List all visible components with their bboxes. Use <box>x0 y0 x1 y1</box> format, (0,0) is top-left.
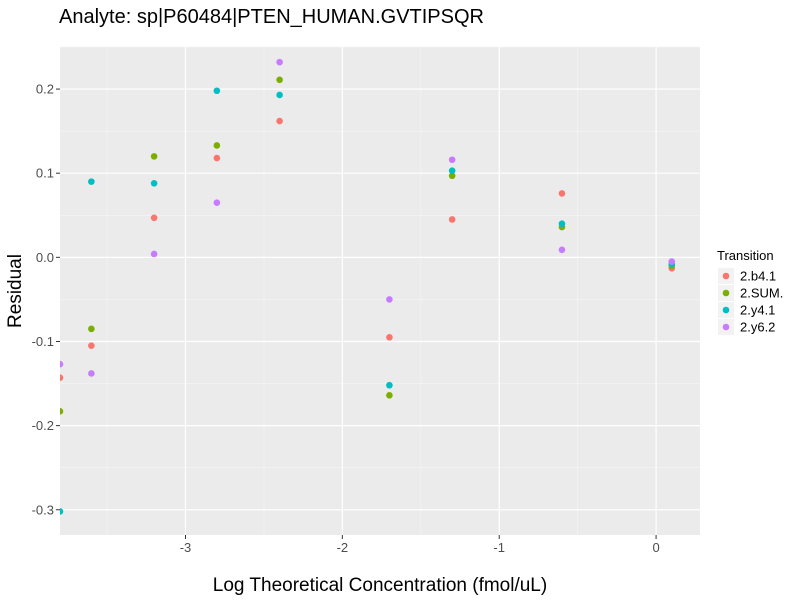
x-tick-label: -1 <box>493 540 505 555</box>
legend-key <box>722 289 730 297</box>
y-tick-label: 0.2 <box>36 82 54 97</box>
data-point-2-b4-1 <box>60 374 64 381</box>
legend-key <box>722 306 730 314</box>
data-point-2-y4-1 <box>60 508 64 515</box>
y-tick-label: 0.1 <box>36 166 54 181</box>
data-point-2-y4-1 <box>558 220 566 227</box>
x-tick-label: 0 <box>652 540 659 555</box>
y-tick-label: -0.2 <box>32 418 54 433</box>
x-tick-label: -3 <box>180 540 192 555</box>
legend: Transition 2.b4.1 2.SUM. 2.y4.1 2.y6.2 <box>717 248 783 335</box>
data-point-2-b4-1 <box>213 154 221 162</box>
data-point-2-y4-1 <box>276 91 283 99</box>
data-points <box>60 58 676 515</box>
data-point-2-y4-1 <box>150 180 158 187</box>
y-tick-label: -0.3 <box>32 502 54 517</box>
y-tick-label: 0.0 <box>36 250 54 265</box>
data-point-2-b4-1 <box>276 117 283 125</box>
data-point-2-y6-2 <box>386 296 393 303</box>
data-point-2-y6-2 <box>558 246 566 254</box>
data-point-2-SUM <box>213 142 221 149</box>
data-point-2-b4-1 <box>386 333 393 341</box>
chart-title: Analyte: sp|P60484|PTEN_HUMAN.GVTIPSQR <box>59 6 484 28</box>
x-axis-title: Log Theoretical Concentration (fmol/uL) <box>213 575 547 596</box>
data-point-2-SUM <box>276 76 283 84</box>
data-point-2-y4-1 <box>386 381 393 389</box>
legend-label: 2.y6.2 <box>740 320 775 335</box>
legend-key <box>722 323 730 331</box>
data-point-2-y6-2 <box>60 360 64 368</box>
minor-gridlines <box>60 46 700 535</box>
data-point-2-y6-2 <box>213 199 221 206</box>
major-gridlines <box>60 47 700 535</box>
data-point-2-y4-1 <box>213 87 221 95</box>
data-point-2-SUM <box>386 392 393 399</box>
plot-panel <box>60 46 700 535</box>
legend-title: Transition <box>717 248 774 263</box>
data-point-2-y6-2 <box>276 58 283 66</box>
legend-key <box>722 272 730 280</box>
x-axis: -3 -2 -1 0 <box>180 535 660 555</box>
data-point-2-SUM <box>88 325 95 333</box>
data-point-2-y6-2 <box>448 156 456 164</box>
legend-label: 2.SUM. <box>740 286 783 301</box>
data-point-2-y6-2 <box>88 370 95 377</box>
data-point-2-SUM <box>448 172 456 180</box>
data-point-2-SUM <box>150 153 158 160</box>
y-tick-label: -0.1 <box>32 334 54 349</box>
data-point-2-y6-2 <box>668 258 676 265</box>
x-tick-label: -2 <box>337 540 349 555</box>
data-point-2-b4-1 <box>448 216 456 223</box>
data-point-2-b4-1 <box>150 214 158 222</box>
data-point-2-SUM <box>60 408 64 415</box>
data-point-2-b4-1 <box>558 190 566 197</box>
y-axis: -0.3 -0.2 -0.1 0.0 0.1 0.2 <box>32 82 60 517</box>
panel-background <box>60 47 700 535</box>
legend-label: 2.b4.1 <box>740 269 776 284</box>
legend-label: 2.y4.1 <box>740 303 775 318</box>
data-point-2-b4-1 <box>88 342 95 349</box>
data-point-2-y4-1 <box>448 167 456 174</box>
data-point-2-y6-2 <box>150 250 158 258</box>
y-axis-title: Residual <box>5 254 26 328</box>
data-point-2-y4-1 <box>88 178 95 185</box>
